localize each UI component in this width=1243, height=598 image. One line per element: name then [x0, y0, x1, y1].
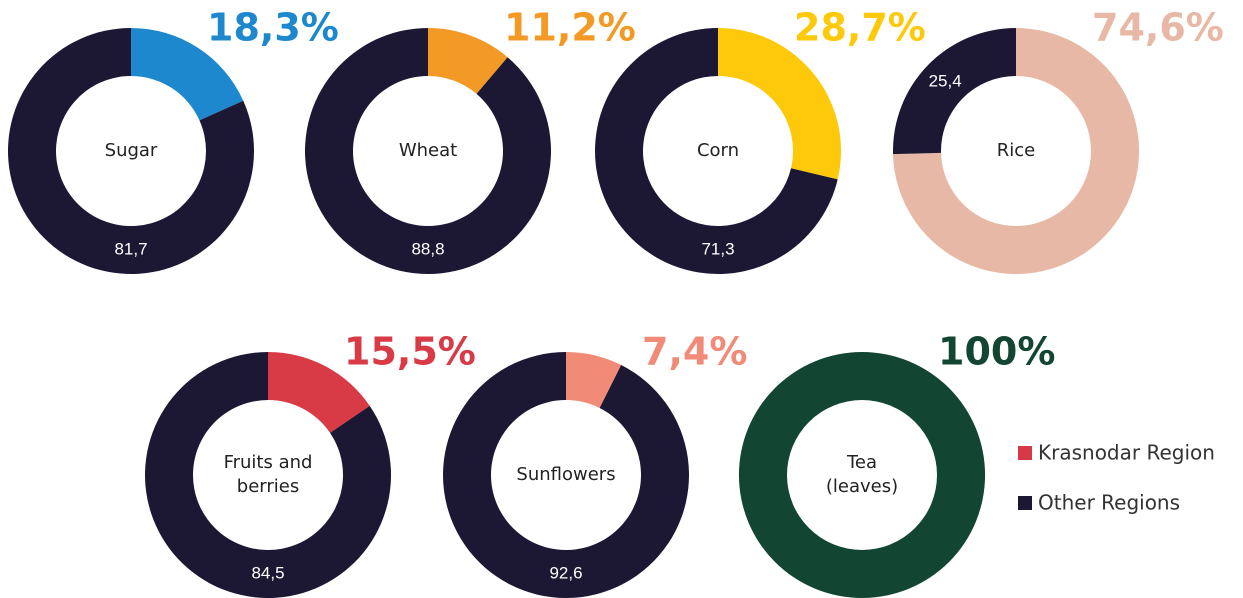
center-label: berries [237, 476, 299, 497]
center-label: (leaves) [826, 476, 898, 497]
donut-slice [594, 28, 838, 274]
value-label: 71,3 [701, 239, 734, 258]
donut-slice [718, 28, 842, 180]
donut-slice [893, 28, 1139, 274]
center-label: Sunflowers [516, 464, 615, 485]
donut-slice [428, 28, 508, 94]
value-label: 84,5 [251, 563, 284, 582]
share-label: 11,2% [504, 6, 636, 50]
value-label: 25,4 [929, 71, 962, 90]
center-label: Tea [846, 452, 877, 473]
share-label: 28,7% [794, 6, 926, 50]
donut-slice [443, 352, 689, 598]
donut-slice [893, 28, 1016, 155]
value-label: 88,8 [411, 239, 444, 258]
donut-slice [739, 352, 985, 598]
legend-swatch [1018, 496, 1032, 510]
donut-slice [304, 28, 551, 274]
legend-label: Other Regions [1038, 491, 1180, 515]
share-label: 15,5% [344, 330, 476, 374]
donut-slice [144, 351, 391, 598]
legend-label: Krasnodar Region [1038, 441, 1215, 465]
value-label: 92,6 [549, 563, 582, 582]
center-label: Rice [997, 140, 1035, 161]
center-label: Fruits and [224, 452, 313, 473]
center-label: Corn [697, 140, 739, 161]
donut-slice [7, 28, 254, 274]
share-label: 7,4% [642, 330, 747, 374]
center-label: Sugar [105, 140, 158, 161]
legend-swatch [1018, 446, 1032, 460]
share-label: 74,6% [1092, 6, 1224, 50]
donut-slice [131, 28, 244, 121]
share-label: 18,3% [207, 6, 339, 50]
donut-slice [268, 352, 370, 433]
center-label: Wheat [399, 140, 457, 161]
value-label: 81,7 [114, 239, 147, 258]
share-label: 100% [938, 330, 1055, 374]
donut-slice [566, 352, 622, 408]
